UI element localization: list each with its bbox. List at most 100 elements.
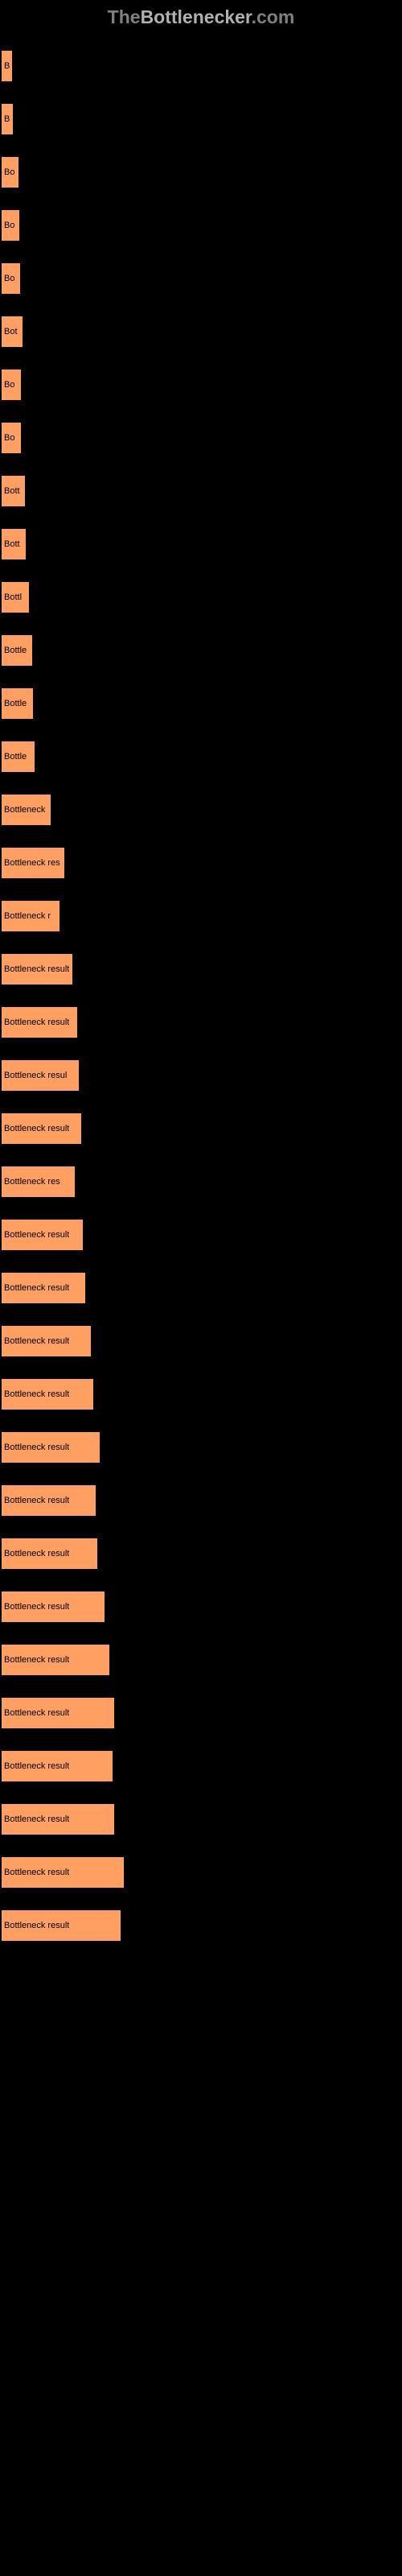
bar-text: Bottleneck result	[4, 1283, 69, 1293]
bar-row: Bottle	[2, 635, 400, 666]
bar-text: Bottleneck result	[4, 1549, 69, 1558]
bar-text: Bottleneck result	[4, 964, 69, 974]
bar-row: Bottleneck result	[2, 1538, 400, 1569]
bar: Bott	[2, 476, 25, 506]
bar-row: Bo	[2, 369, 400, 400]
bar-text: Bottl	[4, 592, 22, 602]
brand-part-2: Bottlenecker	[141, 6, 252, 27]
bar: B	[2, 51, 12, 81]
bar-text: Bottleneck result	[4, 1336, 69, 1346]
bar-text: Bott	[4, 539, 20, 549]
bar: B	[2, 104, 13, 134]
bar-row: Bottleneck result	[2, 1910, 400, 1941]
bar-text: Bottleneck r	[4, 911, 51, 921]
bar-text: Bo	[4, 380, 14, 390]
bar: Bottleneck	[2, 795, 51, 825]
bar: Bottleneck res	[2, 1166, 75, 1197]
bar-text: Bottleneck result	[4, 1496, 69, 1505]
bar-row: Bott	[2, 529, 400, 559]
bar: Bot	[2, 316, 23, 347]
bar-text: Bottleneck res	[4, 858, 60, 868]
bar-row: Bottleneck result	[2, 1007, 400, 1038]
bar-row: Bottleneck	[2, 795, 400, 825]
bar: Bottleneck result	[2, 1007, 77, 1038]
bar: Bottleneck result	[2, 1804, 114, 1835]
bar: Bottleneck res	[2, 848, 64, 878]
bar-text: Bottleneck result	[4, 1868, 69, 1877]
bar-text: Bott	[4, 486, 20, 496]
bar-row: Bottle	[2, 688, 400, 719]
bar-row: Bottleneck result	[2, 1432, 400, 1463]
bar-text: Bottleneck result	[4, 1230, 69, 1240]
bar-text: B	[4, 114, 10, 124]
bar: Bott	[2, 529, 26, 559]
bar-row: Bo	[2, 210, 400, 241]
bar-row: B	[2, 104, 400, 134]
bar: Bottleneck result	[2, 1273, 85, 1303]
bar-row: Bo	[2, 157, 400, 188]
bar: Bottleneck result	[2, 1645, 109, 1675]
bar-text: Bo	[4, 221, 14, 230]
bar-text: Bottle	[4, 752, 27, 762]
bar: Bottleneck result	[2, 1379, 93, 1410]
bar-row: Bottleneck result	[2, 1857, 400, 1888]
bar-row: Bottleneck result	[2, 1326, 400, 1356]
bar-row: Bottleneck result	[2, 1591, 400, 1622]
bar-text: Bottleneck res	[4, 1177, 60, 1187]
bar: Bo	[2, 263, 20, 294]
brand-part-1: The	[108, 6, 141, 27]
bar-text: Bottleneck resul	[4, 1071, 67, 1080]
bar-text: Bottle	[4, 699, 27, 708]
bar: Bottle	[2, 635, 32, 666]
bar-row: Bo	[2, 263, 400, 294]
bar-text: Bo	[4, 433, 14, 443]
bar-row: Bot	[2, 316, 400, 347]
bar: Bottleneck result	[2, 1326, 91, 1356]
bar-text: Bo	[4, 274, 14, 283]
bar: Bottleneck result	[2, 1591, 105, 1622]
bar: Bottleneck result	[2, 1485, 96, 1516]
bar: Bottle	[2, 688, 33, 719]
bar: Bottleneck result	[2, 1220, 83, 1250]
bar: Bottleneck result	[2, 1432, 100, 1463]
bar: Bottleneck result	[2, 1538, 97, 1569]
bar-text: Bottleneck result	[4, 1814, 69, 1824]
bar: Bottleneck result	[2, 1751, 113, 1781]
header-logo: TheBottlenecker.com	[0, 0, 402, 31]
bar: Bottleneck result	[2, 1698, 114, 1728]
bar-text: Bo	[4, 167, 14, 177]
bar-row: Bottleneck result	[2, 1220, 400, 1250]
bar-row: B	[2, 51, 400, 81]
bar: Bo	[2, 157, 18, 188]
bar-row: Bottleneck r	[2, 901, 400, 931]
bar-row: Bottleneck result	[2, 1645, 400, 1675]
bar-text: Bottleneck result	[4, 1443, 69, 1452]
bar-text: Bot	[4, 327, 18, 336]
bar-row: Bottleneck result	[2, 1751, 400, 1781]
bar-text: Bottleneck result	[4, 1655, 69, 1665]
bar: Bottleneck result	[2, 954, 72, 985]
bar-row: Bottleneck result	[2, 1273, 400, 1303]
bar-text: Bottle	[4, 646, 27, 655]
bar: Bo	[2, 369, 21, 400]
bar: Bo	[2, 210, 19, 241]
bar-text: Bottleneck result	[4, 1018, 69, 1027]
bar-row: Bott	[2, 476, 400, 506]
bar: Bottleneck r	[2, 901, 59, 931]
bar-row: Bottleneck res	[2, 1166, 400, 1197]
bar-text: B	[4, 61, 10, 71]
bar: Bottle	[2, 741, 35, 772]
bar-row: Bo	[2, 423, 400, 453]
bar: Bottl	[2, 582, 29, 613]
bar-row: Bottleneck result	[2, 1698, 400, 1728]
bar-chart: B B Bo Bo Bo Bot Bo Bo Bott Bott Bottl Bottle Bottle…	[0, 51, 402, 1941]
bar-text: Bottleneck result	[4, 1124, 69, 1133]
bar-row: Bottleneck result	[2, 954, 400, 985]
bar-row: Bottleneck result	[2, 1113, 400, 1144]
brand-text: TheBottlenecker.com	[108, 6, 295, 27]
bar: Bottleneck resul	[2, 1060, 79, 1091]
bar-row: Bottleneck resul	[2, 1060, 400, 1091]
bar-row: Bottleneck result	[2, 1485, 400, 1516]
bar-text: Bottleneck result	[4, 1761, 69, 1771]
bar-text: Bottleneck result	[4, 1921, 69, 1930]
